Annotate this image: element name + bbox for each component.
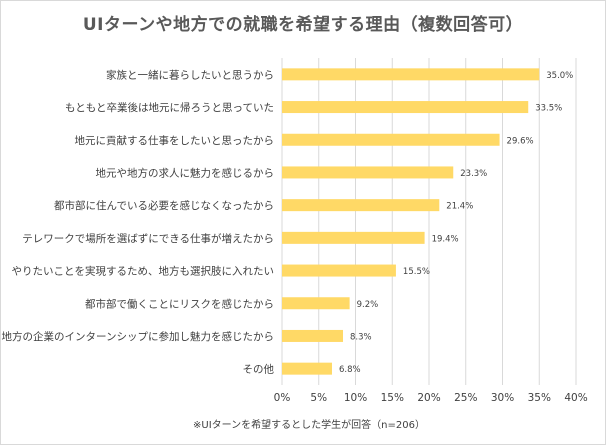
category-label-6: やりたいことを実現するため、地方も選択肢に入れたい (12, 265, 275, 278)
bar-8 (282, 329, 344, 342)
category-label-0: 家族と一緒に暮らしたいと思うから (106, 68, 274, 81)
value-label-5: 19.4% (432, 234, 459, 244)
category-label-5: テレワークで場所を選ばずにできる仕事が増えたから (22, 232, 274, 245)
category-label-8: 地方の企業のインターンシップに参加し魅力を感じたから (2, 330, 274, 343)
value-label-8: 8.3% (350, 332, 372, 342)
bar-6 (282, 264, 396, 277)
x-tick-label-7: 35% (528, 392, 551, 404)
bar-2 (282, 133, 500, 146)
bar-0 (282, 68, 540, 81)
bar-9 (282, 362, 332, 375)
bar-5 (282, 231, 425, 244)
category-label-9: その他 (243, 363, 275, 376)
value-label-9: 6.8% (339, 365, 361, 375)
x-tick-label-3: 15% (381, 392, 404, 404)
x-tick-label-0: 0% (274, 392, 291, 404)
x-tick-label-6: 30% (491, 392, 514, 404)
x-tick-label-2: 10% (344, 392, 367, 404)
value-label-6: 15.5% (403, 267, 430, 277)
value-label-0: 35.0% (546, 71, 573, 81)
value-label-4: 21.4% (446, 202, 473, 212)
bar-4 (282, 199, 440, 212)
bar-1 (282, 101, 529, 114)
chart-footnote: ※UIターンを希望するとした学生が回答（n=206） (193, 420, 425, 431)
bar-7 (282, 297, 350, 310)
value-label-3: 23.3% (460, 169, 487, 179)
x-tick-label-4: 20% (417, 392, 440, 404)
chart-title: UIターンや地方での就職を希望する理由（複数回答可） (82, 15, 524, 35)
category-label-7: 都市部で働くことにリスクを感じたから (85, 297, 274, 310)
category-label-2: 地元に貢献する仕事をしたいと思ったから (75, 134, 275, 147)
bar-3 (282, 166, 454, 179)
x-tick-label-5: 25% (454, 392, 477, 404)
category-label-1: もともと卒業後は地元に帰ろうと思っていた (65, 101, 274, 114)
value-label-7: 9.2% (357, 300, 379, 310)
x-tick-label-8: 40% (564, 392, 587, 404)
value-label-2: 29.6% (507, 136, 534, 146)
category-label-3: 地元や地方の求人に魅力を感じるから (96, 166, 275, 179)
value-label-1: 33.5% (535, 104, 562, 114)
category-label-4: 都市部に住んでいる必要を感じなくなったから (54, 199, 274, 212)
x-tick-label-1: 5% (310, 392, 327, 404)
